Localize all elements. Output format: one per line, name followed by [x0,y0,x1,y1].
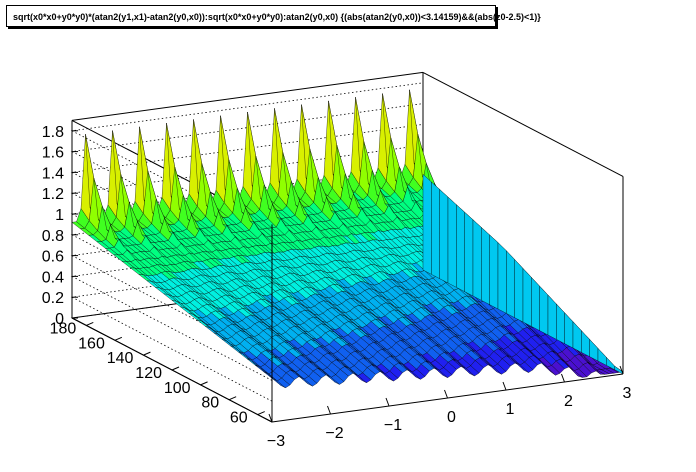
surface-side [581,330,590,357]
z-tick-label: 0.8 [42,228,64,245]
y-tick-label: 60 [230,410,248,427]
surface-side [447,196,457,288]
chart-title-box: sqrt(x0*x0+y0*y0)*(atan2(y1,x1)-atan2(y0… [6,5,541,27]
surface-side [531,276,540,331]
surface-side [506,250,515,318]
z-tick-label: 1.8 [42,124,64,141]
surface-side [514,259,524,323]
surface-side [422,173,432,275]
y-tick-label: 120 [135,365,162,382]
chart-title: sqrt(x0*x0+y0*y0)*(atan2(y1,x1)-atan2(y0… [13,12,541,22]
x-tick-label: 3 [623,385,632,402]
surface-side [547,294,557,340]
y-tick-label: 140 [107,350,134,367]
surface-side [464,211,474,297]
surface-side [472,219,482,301]
y-tick-label: 80 [201,395,219,412]
surface-side [539,285,549,336]
surface-side [497,242,507,314]
x-tick-label: −1 [384,417,402,434]
z-tick-label: 0 [55,311,64,328]
surface-side [572,321,582,353]
z-tick-label: 1.6 [42,145,64,162]
surface-side [522,267,532,327]
surface-side [556,303,565,344]
x-tick-label: −2 [325,425,343,442]
surface-side [481,227,490,305]
axis-ticks: 00.20.40.60.811.21.41.61.860801001201401… [42,124,632,450]
y-tick-label: 180 [50,320,77,337]
surface-side [564,312,574,349]
z-tick-label: 1.2 [42,186,64,203]
y-tick-label: 100 [164,380,191,397]
z-tick-label: 0.4 [42,269,64,286]
y-tick-label: 160 [78,335,105,352]
z-tick-label: 0.2 [42,290,64,307]
z-tick-label: 1.4 [42,165,64,182]
surface-side [431,181,440,279]
z-tick-label: 1 [55,207,64,224]
z-tick-label: 0.6 [42,249,64,266]
surface-side [489,234,499,310]
surface-side [456,204,465,292]
x-tick-label: −3 [267,433,285,450]
surface [71,89,624,389]
surface-side [439,189,449,284]
x-tick-label: 1 [506,401,515,418]
x-tick-label: 0 [447,409,456,426]
x-tick-label: 2 [564,393,573,410]
